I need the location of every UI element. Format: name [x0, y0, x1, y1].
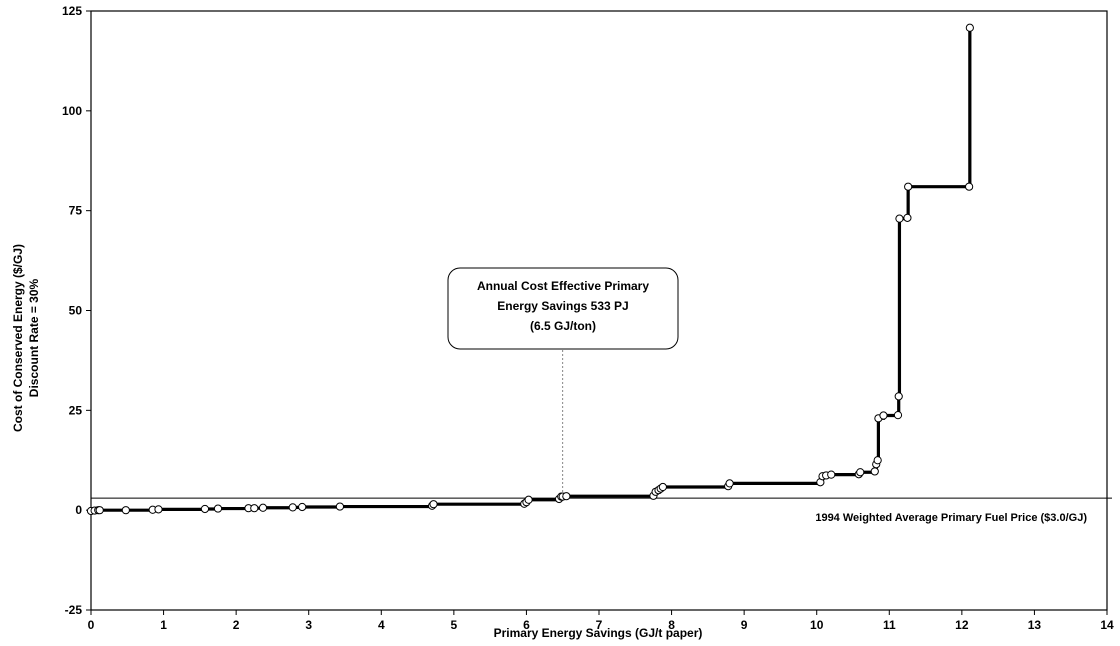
data-point: [895, 214, 904, 223]
data-point: [288, 503, 297, 512]
data-point: [200, 504, 210, 514]
x-tick-label: 10: [810, 618, 824, 632]
annotation-box: [447, 267, 679, 350]
y-tick-label: 25: [69, 403, 83, 417]
annotation-text-line: (6.5 GJ/ton): [530, 319, 596, 333]
data-point: [658, 482, 667, 492]
x-tick-label: 4: [378, 618, 385, 632]
data-point: [213, 504, 223, 513]
data-point: [121, 506, 130, 515]
data-point: [894, 392, 903, 401]
x-tick-label: 2: [233, 618, 240, 632]
annotation-text-line: Annual Cost Effective Primary: [477, 279, 649, 293]
annotation-group: Annual Cost Effective Primary Energy Savi…: [447, 267, 679, 497]
x-tick-label: 5: [451, 618, 458, 632]
x-tick-label: 0: [88, 618, 95, 632]
data-point: [725, 479, 734, 488]
data-point: [965, 182, 974, 191]
data-point: [154, 505, 163, 514]
y-axis-title-line-2: Discount Rate = 30%: [27, 278, 41, 397]
data-point: [827, 470, 836, 479]
data-point: [562, 492, 571, 501]
y-tick-label: 125: [62, 4, 82, 18]
y-tick-label: 100: [62, 104, 82, 118]
y-tick-label: -25: [65, 603, 83, 617]
x-tick-label: 9: [741, 618, 748, 632]
x-tick-label: 1: [160, 618, 167, 632]
x-tick-label: 8: [668, 618, 675, 632]
data-point: [965, 23, 974, 32]
x-axis-title: Primary Energy Savings (GJ/t paper): [494, 626, 703, 640]
data-point: [870, 467, 879, 476]
data-point: [258, 503, 268, 512]
reference-price-label: 1994 Weighted Average Primary Fuel Price…: [815, 512, 1087, 524]
data-point: [903, 213, 912, 222]
x-tick-label: 12: [955, 618, 969, 632]
data-point: [335, 502, 345, 511]
y-axis-title-line-1: Cost of Conserved Energy ($/GJ): [11, 244, 25, 432]
data-point: [250, 504, 259, 513]
y-tick-label: 0: [75, 503, 82, 517]
x-tick-label: 3: [305, 618, 312, 632]
data-point: [298, 502, 307, 512]
y-tick-label: 50: [69, 304, 83, 318]
annotation-text-line: Energy Savings 533 PJ: [497, 299, 628, 313]
reference-line-group: 1994 Weighted Average Primary Fuel Price…: [91, 497, 1112, 524]
data-point: [904, 182, 913, 191]
x-tick-label: 6: [523, 618, 530, 632]
data-point: [95, 506, 104, 515]
x-tick-label: 13: [1028, 618, 1042, 632]
series-group: [86, 23, 974, 516]
data-point: [524, 495, 533, 504]
data-point: [873, 456, 882, 465]
x-tick-label: 7: [596, 618, 603, 632]
data-point: [429, 500, 438, 509]
x-tick-label: 11: [883, 618, 896, 632]
x-tick-label: 14: [1100, 618, 1114, 632]
y-tick-label: 75: [69, 204, 83, 218]
data-point: [879, 411, 888, 420]
data-point: [856, 468, 865, 477]
data-point: [893, 411, 903, 420]
